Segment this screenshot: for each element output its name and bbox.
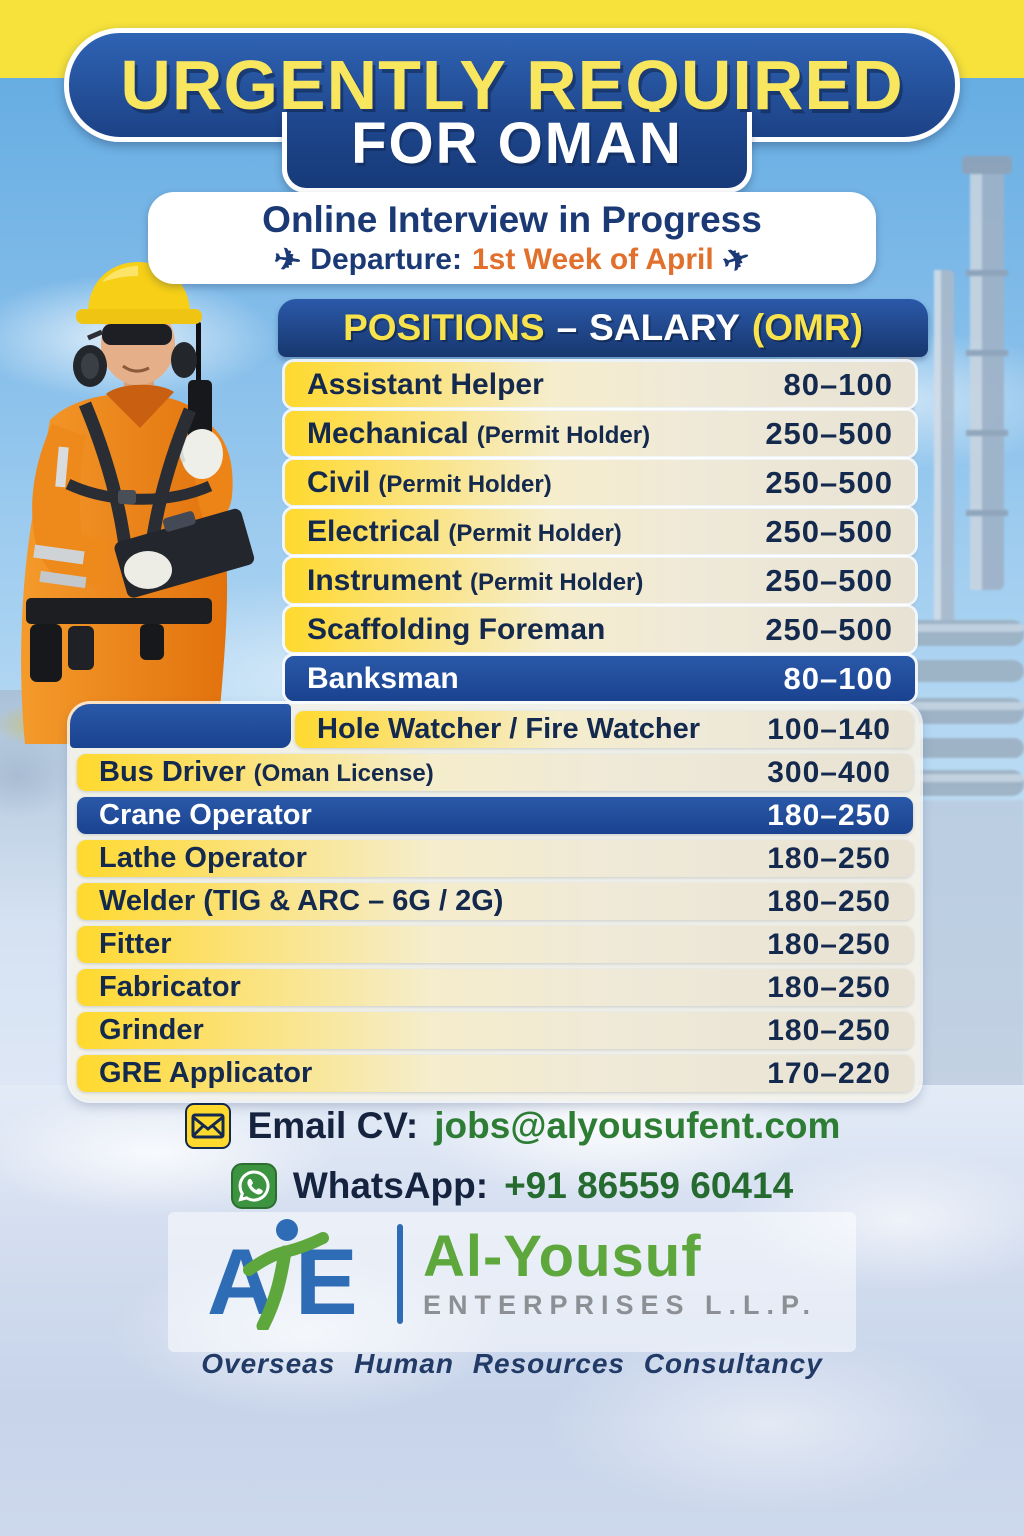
email-contact-line: Email CV: jobs@alyousufent.com: [0, 1102, 1024, 1150]
plane-icon: ✈: [271, 241, 304, 279]
departure-line: ✈ Departure: 1st Week of April ✈: [271, 240, 755, 280]
position-row: Mechanical (Permit Holder) 250–500: [285, 411, 915, 456]
company-name: Al-Yousuf: [422, 1224, 702, 1290]
position-label: Banksman: [307, 661, 459, 695]
email-label: Email CV:: [247, 1105, 419, 1146]
position-label: Lathe Operator: [99, 842, 307, 874]
position-label: Fabricator: [99, 971, 241, 1003]
company-subtitle: ENTERPRISES L.L.P.: [422, 1289, 818, 1320]
position-row: Assistant Helper 80–100: [285, 362, 915, 407]
whatsapp-label: WhatsApp:: [292, 1165, 489, 1206]
position-label: Electrical (Permit Holder): [307, 514, 622, 548]
position-label: Assistant Helper: [307, 367, 544, 401]
position-label: Welder (TIG & ARC – 6G / 2G): [99, 885, 504, 917]
whatsapp-icon: [230, 1163, 277, 1209]
position-row: Fabricator 180–250: [77, 969, 913, 1006]
position-row: Fitter 180–250: [77, 926, 913, 963]
position-note: (Permit Holder): [476, 421, 651, 449]
position-label: Fitter: [99, 928, 172, 960]
interview-info-pill: Online Interview in Progress ✈ Departure…: [148, 192, 876, 284]
position-row: Instrument (Permit Holder) 250–500: [285, 558, 915, 603]
salary-value: 180–250: [767, 927, 891, 961]
salary-value: 300–400: [767, 755, 891, 789]
salary-value: 180–250: [767, 798, 891, 832]
positions-panel: Hole Watcher / Fire Watcher 100–140 Bus Dr…: [70, 704, 920, 1100]
salary-value: 250–500: [765, 611, 893, 647]
position-row: Grinder 180–250: [77, 1012, 913, 1049]
positions-salary-header: POSITIONS – SALARY (OMR): [278, 299, 928, 357]
salary-header-label: SALARY: [589, 307, 740, 348]
position-note: (Permit Holder): [378, 470, 552, 498]
email-icon: [184, 1103, 231, 1149]
header-separator: –: [556, 307, 578, 348]
salary-value: 180–250: [767, 970, 891, 1004]
position-label: Instrument (Permit Holder): [307, 563, 644, 597]
salary-value: 180–250: [767, 884, 891, 918]
departure-label: Departure:: [310, 243, 462, 276]
salary-value: 80–100: [783, 660, 893, 696]
logo-person-figure: [242, 1219, 329, 1330]
positions-list-top: Assistant Helper 80–100 Mechanical (Permit …: [285, 362, 915, 701]
salary-value: 180–250: [767, 841, 891, 875]
position-row: Hole Watcher / Fire Watcher 100–140: [295, 711, 913, 748]
company-monogram: A E: [207, 1219, 358, 1330]
position-row: Electrical (Permit Holder) 250–500: [285, 509, 915, 554]
positions-list-panel: Hole Watcher / Fire Watcher 100–140 Bus Dr…: [77, 711, 913, 1093]
salary-value: 250–500: [765, 415, 893, 451]
position-label: Mechanical (Permit Holder): [307, 416, 651, 450]
departure-value: 1st Week of April: [471, 243, 714, 276]
position-row: GRE Applicator 170–220: [77, 1055, 913, 1092]
position-row: Scaffolding Foreman 250–500: [285, 607, 915, 652]
position-note: (Oman License): [253, 760, 434, 787]
email-address: jobs@alyousufent.com: [434, 1105, 841, 1146]
panel-corner-decoration: [70, 704, 291, 748]
positions-header-label: POSITIONS: [343, 307, 545, 348]
position-row: Crane Operator 180–250: [77, 797, 913, 834]
whatsapp-number: +91 86559 60414: [504, 1165, 794, 1206]
position-note: (Permit Holder): [448, 519, 622, 547]
currency-label: (OMR): [751, 307, 863, 348]
position-label: Crane Operator: [99, 799, 312, 831]
salary-value: 250–500: [765, 513, 893, 549]
position-row: Banksman 80–100: [285, 656, 915, 701]
position-label: Bus Driver (Oman License): [99, 756, 434, 788]
logo-divider: [396, 1224, 403, 1324]
position-label: Civil (Permit Holder): [307, 465, 552, 499]
position-row: Civil (Permit Holder) 250–500: [285, 460, 915, 505]
salary-value: 250–500: [765, 464, 893, 500]
salary-value: 80–100: [783, 366, 893, 402]
salary-value: 180–250: [767, 1013, 891, 1047]
salary-value: 250–500: [765, 562, 893, 598]
position-row: Bus Driver (Oman License) 300–400: [77, 754, 913, 791]
salary-value: 100–140: [767, 712, 891, 746]
position-label: GRE Applicator: [99, 1057, 313, 1089]
position-label: Hole Watcher / Fire Watcher: [317, 713, 700, 745]
salary-value: 170–220: [767, 1056, 891, 1090]
position-label: Grinder: [99, 1014, 204, 1046]
position-row: Lathe Operator 180–250: [77, 840, 913, 877]
whatsapp-contact-line: WhatsApp: +91 86559 60414: [0, 1163, 1024, 1209]
worker-photo: [21, 262, 255, 744]
interview-status-text: Online Interview in Progress: [262, 198, 762, 240]
main-banner-tab: FOR OMAN: [282, 110, 752, 193]
position-row: Welder (TIG & ARC – 6G / 2G) 180–250: [77, 883, 913, 920]
company-logo-block: A E Al-Yousuf ENTERPRISES L.L.P. Oversea…: [0, 1218, 1024, 1380]
poster-title-line1: URGENTLY REQUIRED: [120, 46, 904, 124]
poster-title-line2: FOR OMAN: [351, 110, 683, 176]
plane-icon: ✈: [718, 240, 755, 280]
position-label: Scaffolding Foreman: [307, 612, 606, 646]
position-note: (Permit Holder): [470, 568, 644, 596]
company-tagline: Overseas Human Resources Consultancy: [201, 1348, 823, 1379]
